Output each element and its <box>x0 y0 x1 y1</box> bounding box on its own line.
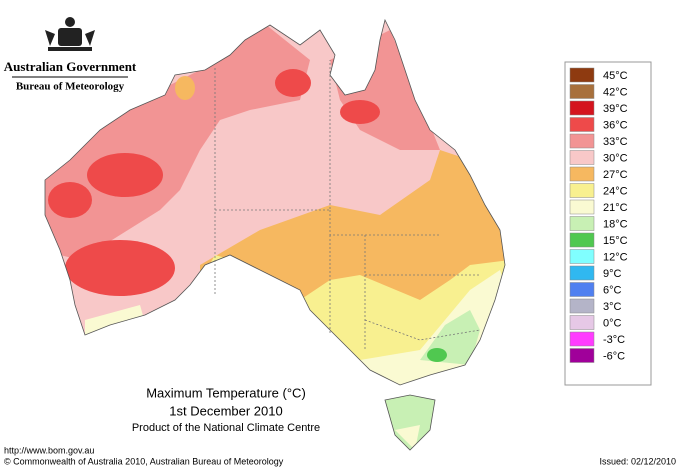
legend-label: 36°C <box>603 119 628 131</box>
legend-swatch <box>569 216 595 231</box>
legend-swatch <box>569 265 595 281</box>
legend-label: 6°C <box>603 284 622 296</box>
map-region <box>340 100 380 124</box>
footer-issued: Issued: 02/12/2010 <box>599 456 676 466</box>
legend-swatch <box>569 100 595 116</box>
legend-label: 27°C <box>603 169 628 181</box>
legend-label: 21°C <box>603 202 628 214</box>
map-title: Maximum Temperature (°C) <box>146 385 306 400</box>
legend-label: 0°C <box>603 317 622 329</box>
legend-swatch <box>569 249 595 264</box>
legend: 45°C 42°C 39°C 36°C 33°C 30°C 27°C 24°C 21°C 18°C… <box>569 67 628 363</box>
legend-label: 9°C <box>603 268 622 280</box>
legend-label: 18°C <box>603 218 628 230</box>
legend-label: 39°C <box>603 103 628 115</box>
legend-swatch <box>569 348 595 363</box>
map-region <box>175 76 195 100</box>
map-region <box>65 240 175 296</box>
state-borders <box>214 60 481 350</box>
legend-swatch <box>569 298 595 314</box>
coastline <box>44 18 506 451</box>
map-region <box>427 348 447 362</box>
legend-label: 42°C <box>603 86 628 98</box>
legend-label: -6°C <box>603 350 625 362</box>
legend-swatch <box>569 315 595 330</box>
map-region <box>48 182 92 218</box>
legend-swatch <box>569 232 595 248</box>
legend-label: 30°C <box>603 152 628 164</box>
legend-swatch <box>569 199 595 215</box>
legend-label: -3°C <box>603 334 625 346</box>
legend-swatch <box>569 84 595 99</box>
map-region <box>395 425 420 450</box>
map-credit: Product of the National Climate Centre <box>132 422 320 434</box>
legend-swatch <box>569 183 595 198</box>
map-region <box>275 69 311 97</box>
map-region <box>87 153 163 197</box>
legend-swatch <box>569 67 595 83</box>
header-subtitle: Bureau of Meteorology <box>16 81 125 93</box>
legend-label: 12°C <box>603 251 628 263</box>
legend-label: 24°C <box>603 185 628 197</box>
legend-swatch <box>569 117 595 132</box>
legend-label: 3°C <box>603 301 622 313</box>
map-region <box>45 20 310 260</box>
legend-label: 45°C <box>603 70 628 82</box>
footer-copyright: © Commonwealth of Australia 2010, Austra… <box>4 456 284 466</box>
map-date: 1st December 2010 <box>169 403 282 418</box>
footer-url: http://www.bom.gov.au <box>4 445 94 455</box>
legend-swatch <box>569 166 595 182</box>
coat-of-arms <box>45 17 95 51</box>
legend-label: 33°C <box>603 136 628 148</box>
legend-swatch <box>569 282 595 297</box>
legend-swatch <box>569 133 595 149</box>
legend-label: 15°C <box>603 235 628 247</box>
legend-swatch <box>569 331 595 347</box>
header-title: Australian Government <box>4 59 137 74</box>
legend-swatch <box>569 150 595 165</box>
